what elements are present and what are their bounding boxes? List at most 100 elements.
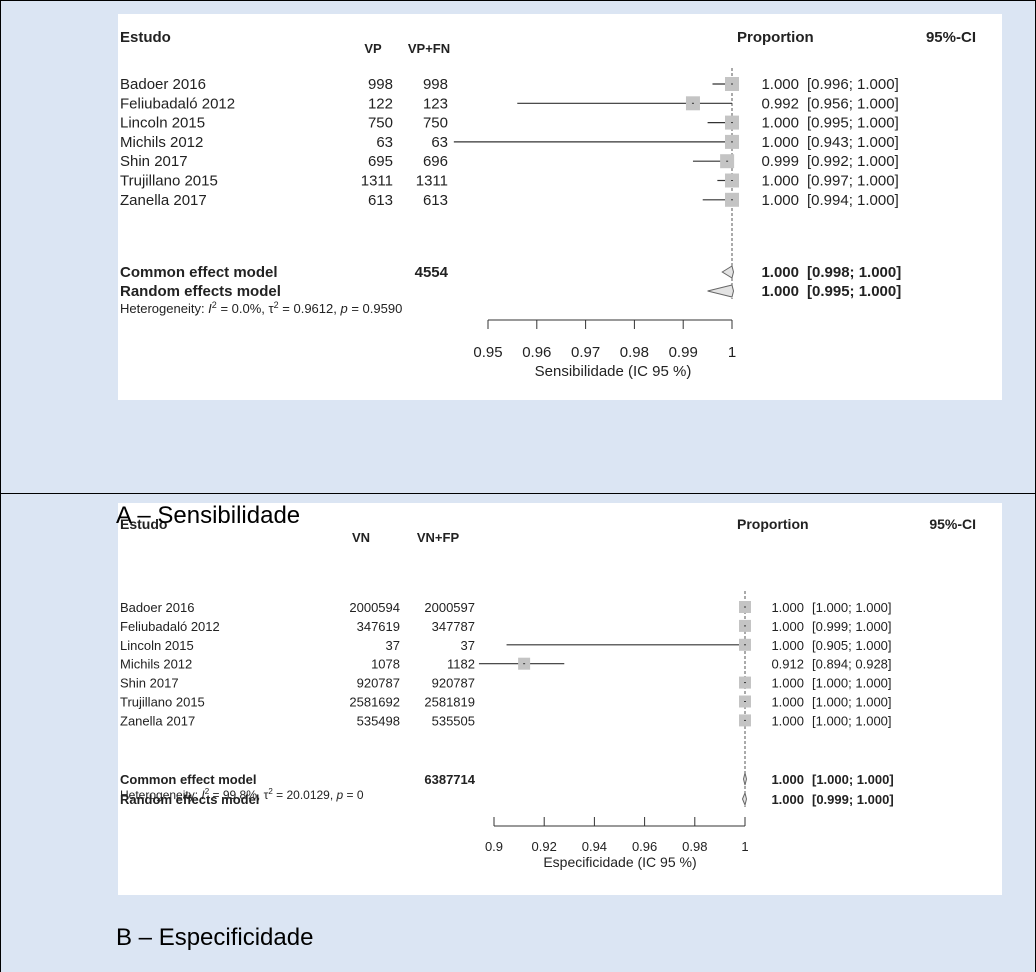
study-ci: [0.997; 1.000] <box>807 173 899 190</box>
study-events: 2581692 <box>349 695 400 710</box>
forest-plot-svg-specificity: Estudo VN VN+FP Proportion 95%-CI Hetero… <box>120 516 976 870</box>
header-proportion: Proportion <box>737 29 814 46</box>
header-events: VN <box>352 530 370 545</box>
study-proportion: 0.912 <box>771 657 804 672</box>
study-name: Zanella 2017 <box>120 713 195 728</box>
study-name: Michils 2012 <box>120 657 192 672</box>
study-name: Lincoln 2015 <box>120 638 194 653</box>
study-proportion: 0.999 <box>761 153 799 170</box>
study-total: 1182 <box>447 657 475 672</box>
study-events: 2000594 <box>349 600 400 615</box>
header-events: VP <box>364 41 382 56</box>
x-tick-label: 0.95 <box>473 344 502 361</box>
summary-diamond <box>721 265 735 279</box>
x-tick-label: 1 <box>741 839 748 854</box>
study-events: 920787 <box>357 676 400 691</box>
study-name: Badoer 2016 <box>120 76 206 93</box>
study-ci: [0.943; 1.000] <box>807 134 899 151</box>
summary-diamond <box>741 791 748 807</box>
summary-proportion: 1.000 <box>761 283 799 300</box>
study-total: 535505 <box>432 713 475 728</box>
forest-plot-svg-sensitivity: Estudo VP VP+FN Proportion 95%-CI Hetero… <box>120 29 976 380</box>
header-study: Estudo <box>120 516 167 532</box>
summary-ci: [1.000; 1.000] <box>812 772 894 787</box>
heterogeneity-text: Heterogeneity: I2 = 0.0%, τ2 = 0.9612, p… <box>120 300 402 316</box>
study-events: 63 <box>376 134 393 151</box>
x-tick-label: 0.98 <box>620 344 649 361</box>
study-ci: [0.956; 1.000] <box>807 95 899 112</box>
table-border-top <box>0 0 1036 1</box>
study-ci: [0.994; 1.000] <box>807 192 899 209</box>
x-tick-label: 0.9 <box>485 839 503 854</box>
study-ci: [1.000; 1.000] <box>812 713 892 728</box>
study-ci: [0.995; 1.000] <box>807 115 899 132</box>
study-ci: [0.999; 1.000] <box>812 619 892 634</box>
study-proportion: 1.000 <box>761 134 799 151</box>
study-total: 750 <box>423 115 448 132</box>
study-total: 2000597 <box>424 600 475 615</box>
study-name: Badoer 2016 <box>120 600 194 615</box>
study-events: 998 <box>368 76 393 93</box>
study-total: 1311 <box>416 173 448 190</box>
summary-total: 6387714 <box>424 772 475 787</box>
x-tick-label: 0.97 <box>571 344 600 361</box>
x-tick-label: 1 <box>728 344 736 361</box>
study-proportion: 1.000 <box>771 638 804 653</box>
study-proportion: 1.000 <box>771 695 804 710</box>
summary-name: Common effect model <box>120 772 257 787</box>
forest-plot-specificity: Estudo VN VN+FP Proportion 95%-CI Hetero… <box>118 503 1002 895</box>
study-events: 37 <box>386 638 400 653</box>
x-tick-label: 0.96 <box>632 839 657 854</box>
study-proportion: 1.000 <box>761 173 799 190</box>
x-tick-label: 0.96 <box>522 344 551 361</box>
summary-proportion: 1.000 <box>771 772 804 787</box>
study-proportion: 1.000 <box>761 192 799 209</box>
x-tick-label: 0.98 <box>682 839 707 854</box>
study-proportion: 1.000 <box>771 676 804 691</box>
study-ci: [0.996; 1.000] <box>807 76 899 93</box>
x-tick-label: 0.94 <box>582 839 607 854</box>
x-axis-label: Especificidade (IC 95 %) <box>543 854 696 870</box>
study-total: 696 <box>423 153 448 170</box>
table-row-divider <box>0 493 1036 494</box>
study-name: Feliubadaló 2012 <box>120 95 235 112</box>
study-total: 920787 <box>432 676 475 691</box>
caption-specificity: B – Especificidade <box>116 924 314 951</box>
study-ci: [0.905; 1.000] <box>812 638 892 653</box>
x-axis-label: Sensibilidade (IC 95 %) <box>535 363 692 380</box>
x-tick-label: 0.99 <box>669 344 698 361</box>
summary-diamond <box>707 284 735 298</box>
summary-ci: [0.995; 1.000] <box>807 283 901 300</box>
study-proportion: 1.000 <box>771 600 804 615</box>
study-proportion: 1.000 <box>771 619 804 634</box>
study-total: 63 <box>431 134 448 151</box>
summary-total: 4554 <box>415 264 449 281</box>
study-proportion: 0.992 <box>761 95 799 112</box>
study-events: 347619 <box>357 619 400 634</box>
study-name: Trujillano 2015 <box>120 695 205 710</box>
header-study: Estudo <box>120 29 171 46</box>
summary-proportion: 1.000 <box>771 792 804 807</box>
study-proportion: 1.000 <box>771 713 804 728</box>
study-ci: [1.000; 1.000] <box>812 676 892 691</box>
study-name: Zanella 2017 <box>120 192 207 209</box>
header-ci: 95%-CI <box>929 516 976 532</box>
header-ci: 95%-CI <box>926 29 976 46</box>
x-tick-label: 0.92 <box>532 839 557 854</box>
summary-ci: [0.998; 1.000] <box>807 264 901 281</box>
study-ci: [1.000; 1.000] <box>812 600 892 615</box>
study-total: 2581819 <box>424 695 475 710</box>
summary-diamond <box>742 772 748 786</box>
study-events: 122 <box>368 95 393 112</box>
forest-plot-sensitivity: Estudo VP VP+FN Proportion 95%-CI Hetero… <box>118 14 1002 400</box>
table-border-left <box>0 0 1 972</box>
heterogeneity-text: Heterogeneity: I2 = 99.8%, τ2 = 20.0129,… <box>120 787 364 802</box>
study-events: 750 <box>368 115 393 132</box>
study-events: 695 <box>368 153 393 170</box>
study-events: 1078 <box>371 657 400 672</box>
study-name: Michils 2012 <box>120 134 203 151</box>
study-total: 347787 <box>432 619 475 634</box>
header-total: VP+FN <box>408 41 450 56</box>
summary-name: Random effects model <box>120 283 281 300</box>
study-total: 998 <box>423 76 448 93</box>
